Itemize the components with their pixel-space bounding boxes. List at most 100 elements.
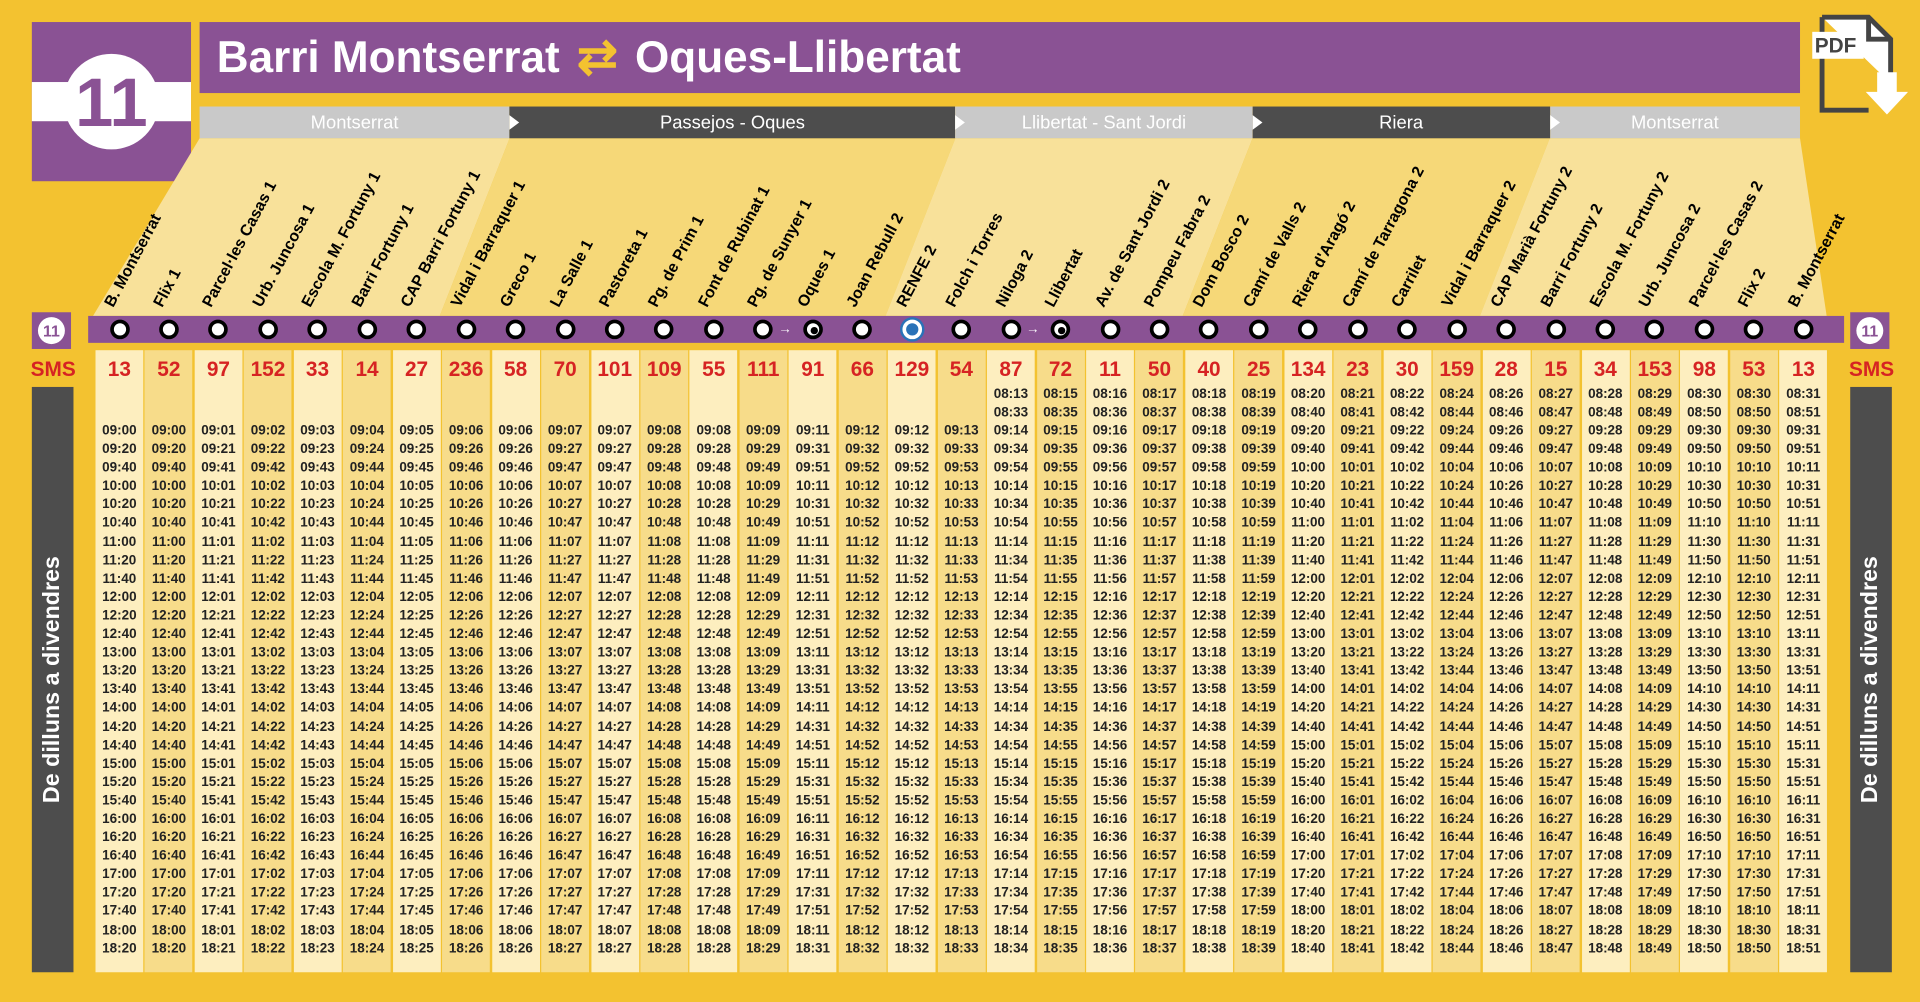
departure-time: 11:10	[1737, 516, 1771, 531]
departure-time: 14:51	[1786, 719, 1821, 735]
stop-column: 66 09:12 09:32 09:52 10:12 10:32 10:52 11:12 11:…	[838, 350, 887, 973]
departure-time: 09:46	[448, 460, 484, 476]
departure-time: 11:47	[597, 571, 632, 587]
departure-time: 10:18	[1191, 479, 1227, 494]
departure-time: 10:30	[1687, 479, 1722, 494]
pdf-download-icon[interactable]: PDF	[1810, 12, 1908, 116]
departure-time: 10:59	[1241, 516, 1276, 531]
zone-fan-1	[439, 138, 956, 316]
departure-time: 17:31	[1786, 867, 1821, 882]
departure-time: 17:49	[1637, 885, 1673, 901]
departure-time: 12:56	[1092, 626, 1128, 642]
departure-time: 10:40	[102, 516, 137, 531]
departure-time: 09:02	[250, 423, 286, 439]
departure-time: 10:58	[1191, 516, 1227, 531]
departure-time: 16:37	[1142, 830, 1177, 845]
stop-column: 129 09:12 09:32 09:52 10:12 10:32 10:52 11:12 11…	[887, 350, 936, 973]
departure-time: 15:46	[448, 793, 484, 809]
departure-time: 11:27	[548, 553, 583, 568]
departure-time: 16:51	[795, 848, 831, 864]
departure-time: 15:38	[1191, 774, 1227, 790]
departure-time: 10:49	[746, 516, 781, 531]
departure-time: 16:48	[646, 848, 682, 864]
departure-time: 17:02	[1389, 848, 1425, 864]
title-destination: Oques-Llibertat	[635, 31, 961, 83]
departure-time: 14:40	[151, 737, 187, 753]
departure-time: 16:18	[1191, 811, 1227, 827]
departure-time: 14:08	[646, 700, 682, 716]
departure-time: 15:22	[250, 774, 286, 790]
departure-time: 12:01	[1340, 571, 1375, 587]
departure-time: 11:20	[102, 553, 137, 568]
departure-time: 13:58	[1191, 682, 1227, 698]
departure-time: 13:03	[300, 645, 335, 661]
departure-time: 12:48	[646, 626, 682, 642]
departure-list: 09:16 09:36 09:56 10:16 10:36 10:56 11:16 11:36…	[1086, 422, 1134, 958]
departure-time: 10:06	[1489, 460, 1524, 476]
service-days-left: De dilluns a divendres	[31, 386, 74, 973]
departure-time: 17:04	[349, 867, 385, 882]
stop-column: 87 08:13 08:33 09:14 09:34 09:54 10:14 10:34 10:…	[987, 350, 1035, 973]
departure-time: 12:50	[1736, 608, 1772, 624]
departure-time: 15:36	[1092, 774, 1128, 790]
departure-time: 14:24	[1439, 700, 1474, 716]
departure-list: 09:17 09:37 09:57 10:17 10:37 10:57 11:17 11:37…	[1136, 422, 1184, 958]
departure-time: 10:20	[151, 497, 187, 513]
departure-time: 15:21	[1340, 756, 1375, 772]
departure-time: 12:42	[1389, 608, 1425, 624]
departure-time: 16:41	[1340, 830, 1375, 845]
departure-list: 09:06 09:26 09:46 10:06 10:26 10:46 11:06 11:26…	[492, 422, 540, 958]
departure-list: 09:03 09:23 09:43 10:03 10:23 10:43 11:03 11:23…	[294, 422, 342, 958]
departure-time: 08:33	[993, 405, 1029, 421]
departure-list: 09:01 09:21 09:41 10:01 10:21 10:41 11:01 11:21…	[195, 422, 243, 958]
departure-time: 10:06	[448, 479, 484, 494]
departure-time: 14:47	[547, 737, 583, 753]
departure-time: 15:00	[151, 756, 187, 772]
departure-time: 18:22	[1389, 922, 1425, 938]
departure-time: 10:00	[151, 479, 187, 494]
departure-time: 18:47	[1538, 941, 1574, 956]
departure-time: 12:58	[1191, 626, 1227, 642]
departure-time: 16:47	[1538, 830, 1574, 845]
departure-time: 15:29	[746, 774, 781, 790]
departure-time: 14:58	[1191, 737, 1227, 753]
departure-time: 14:08	[1588, 682, 1623, 698]
departure-time: 15:08	[696, 756, 731, 772]
departure-time: 16:56	[1092, 848, 1128, 864]
departure-time: 14:49	[746, 737, 781, 753]
departure-list: 09:18 09:38 09:58 10:18 10:38 10:58 11:18 11:38…	[1185, 422, 1233, 958]
departure-time: 18:33	[944, 941, 979, 956]
departure-time: 09:51	[795, 460, 831, 476]
departure-time: 15:35	[1043, 774, 1078, 790]
departure-time: 17:17	[1142, 867, 1177, 882]
departure-time: 13:37	[1142, 663, 1177, 679]
departure-time: 16:53	[944, 848, 979, 864]
departure-time: 13:59	[1241, 682, 1276, 698]
departure-time: 08:49	[1637, 405, 1673, 421]
departure-time: 09:08	[696, 423, 731, 439]
departure-time: 17:50	[1736, 885, 1772, 901]
stop-dot	[753, 319, 774, 340]
departure-time: 14:33	[944, 719, 979, 735]
departure-time: 16:52	[894, 848, 930, 864]
departure-time: 12:30	[1736, 590, 1772, 605]
departure-time: 09:32	[845, 442, 880, 457]
departure-time: 17:04	[1439, 848, 1474, 864]
departure-time: 12:46	[498, 626, 533, 642]
departure-time: 18:42	[1389, 941, 1425, 956]
departure-time: 12:33	[944, 608, 979, 624]
departure-time: 09:24	[1439, 423, 1474, 439]
stop-dot	[109, 319, 130, 340]
departure-time: 10:15	[1043, 479, 1078, 494]
departure-time: 11:49	[746, 571, 781, 587]
departure-time: 15:00	[1290, 737, 1326, 753]
departure-time: 09:40	[1290, 442, 1326, 457]
departure-time: 17:08	[646, 867, 682, 882]
departure-time: 15:46	[1489, 774, 1524, 790]
departure-time: 16:48	[696, 848, 731, 864]
departure-time: 14:21	[201, 719, 236, 735]
departure-time: 12:28	[696, 608, 731, 624]
departure-time: 14:09	[746, 700, 781, 716]
departure-time: 16:24	[349, 830, 385, 845]
departure-time: 12:42	[250, 626, 286, 642]
